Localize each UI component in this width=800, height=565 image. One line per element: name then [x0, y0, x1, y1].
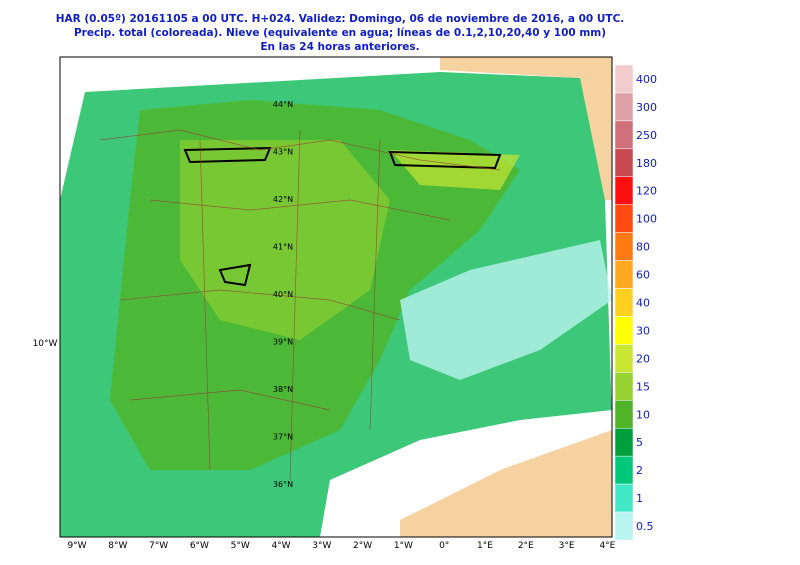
latitude-label: 36°N	[273, 480, 293, 489]
latitude-label: 39°N	[273, 338, 293, 347]
longitude-label: 9°W	[67, 541, 86, 551]
legend-swatch	[614, 400, 634, 429]
longitude-label: 4°E	[599, 541, 615, 551]
latitude-label: 43°N	[273, 148, 293, 157]
longitude-label: 4°W	[271, 541, 290, 551]
legend-label: 20	[636, 352, 650, 365]
latitude-label: 42°N	[273, 195, 293, 204]
legend-swatch	[614, 511, 634, 541]
longitude-label: 6°W	[190, 541, 209, 551]
legend-label: 180	[636, 157, 657, 170]
longitude-label: 3°E	[559, 541, 575, 551]
legend-label: 30	[636, 324, 650, 337]
legend-swatch	[614, 316, 634, 345]
legend-swatch	[614, 260, 634, 289]
legend-swatch	[614, 372, 634, 401]
map-area	[59, 56, 613, 538]
legend-label: 1	[636, 492, 643, 505]
longitude-label: 1°W	[394, 541, 413, 551]
legend-swatch	[614, 148, 634, 178]
legend-label: 120	[636, 185, 657, 198]
legend-swatch	[614, 288, 634, 317]
legend-label: 300	[636, 101, 657, 114]
legend-swatch	[614, 455, 634, 485]
longitude-label: 8°W	[108, 541, 127, 551]
title-line: En las 24 horas anteriores.	[260, 41, 420, 53]
legend-swatch	[614, 120, 634, 150]
latitude-label: 38°N	[273, 385, 293, 394]
longitude-label: 2°E	[518, 541, 534, 551]
legend-label: 60	[636, 269, 650, 282]
longitude-label: 7°W	[149, 541, 168, 551]
longitude-label: 1°E	[477, 541, 493, 551]
legend-swatch	[614, 204, 634, 233]
latitude-label: 41°N	[273, 243, 293, 252]
longitude-label: 3°W	[312, 541, 331, 551]
legend-swatch	[614, 232, 634, 261]
legend-label: 0.5	[636, 520, 654, 533]
legend-label: 400	[636, 73, 657, 86]
latitude-label: 37°N	[273, 433, 293, 442]
legend-swatch	[614, 427, 634, 457]
longitude-label: 5°W	[231, 541, 250, 551]
legend-label: 5	[636, 436, 643, 449]
legend-swatch	[614, 92, 634, 122]
longitude-label: 0°	[439, 541, 449, 551]
legend-label: 100	[636, 213, 657, 226]
latitude-label: 40°N	[273, 290, 293, 299]
legend-label: 2	[636, 464, 643, 477]
longitude-label: 10°W	[33, 339, 58, 349]
latitude-label: 44°N	[273, 100, 293, 109]
longitude-label: 2°W	[353, 541, 372, 551]
legend-swatch	[614, 344, 634, 373]
legend-swatch	[614, 64, 634, 94]
legend-label: 80	[636, 241, 650, 254]
legend-swatch	[614, 483, 634, 513]
legend-swatch	[614, 176, 634, 205]
legend-label: 250	[636, 129, 657, 142]
title-line: HAR (0.05º) 20161105 a 00 UTC. H+024. Va…	[55, 13, 625, 25]
legend-label: 40	[636, 297, 650, 310]
legend-label: 15	[636, 380, 650, 393]
legend-label: 10	[636, 408, 650, 421]
title-line: Precip. total (coloreada). Nieve (equiva…	[73, 27, 607, 39]
